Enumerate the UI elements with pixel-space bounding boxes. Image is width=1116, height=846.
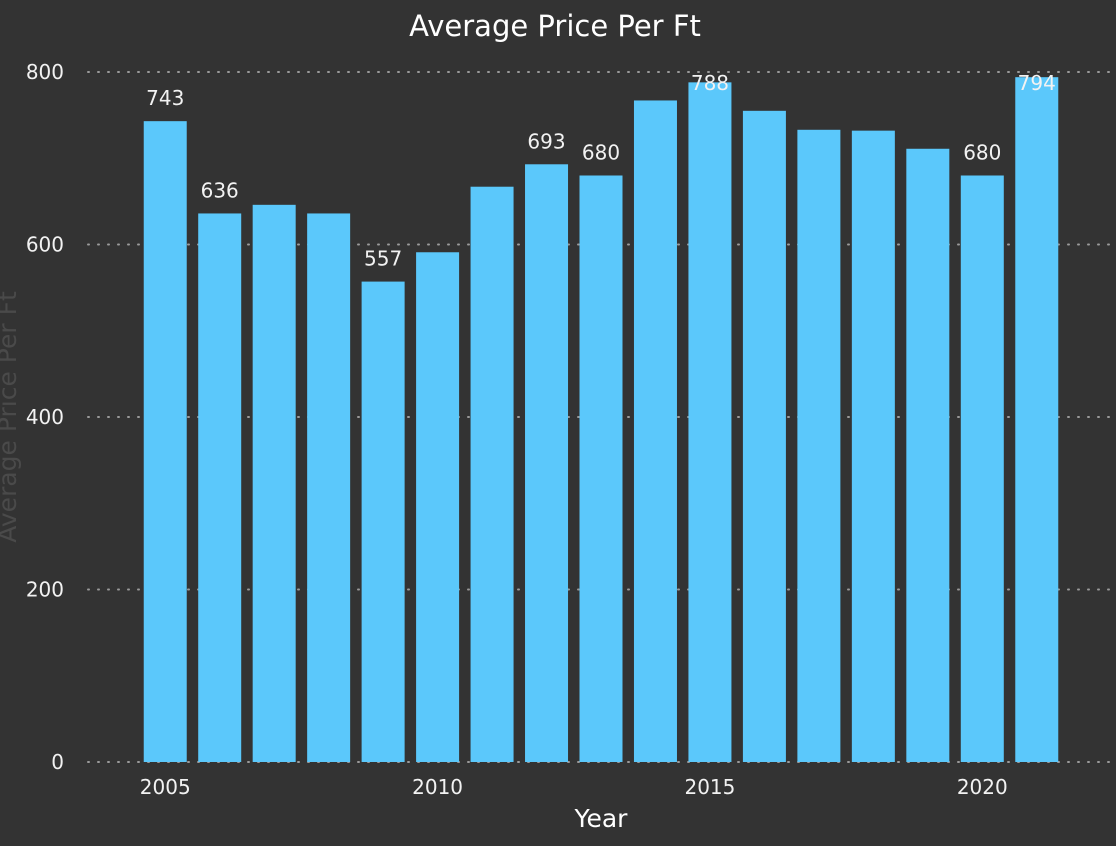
y-tick-label: 800 <box>26 60 64 84</box>
y-tick-label: 400 <box>26 405 64 429</box>
bar <box>633 100 677 762</box>
bar <box>361 281 405 762</box>
bar <box>742 110 786 762</box>
bar <box>960 175 1004 762</box>
bar <box>688 82 732 763</box>
bar <box>797 129 841 763</box>
data-label: 636 <box>201 178 239 202</box>
data-label: 788 <box>691 71 729 95</box>
y-tick-label: 200 <box>26 578 64 602</box>
data-label: 680 <box>582 141 620 165</box>
bar <box>307 213 351 762</box>
data-label: 693 <box>527 129 565 153</box>
x-tick-label: 2010 <box>412 775 463 799</box>
chart-title: Average Price Per Ft <box>409 9 701 43</box>
x-tick-label: 2005 <box>140 775 191 799</box>
bar <box>906 148 950 762</box>
bar <box>143 121 187 763</box>
bar <box>416 252 460 762</box>
y-tick-label: 600 <box>26 233 64 257</box>
y-axis-ticks: 0 200 400 600 800 <box>26 60 64 774</box>
data-label: 557 <box>364 247 402 271</box>
data-label: 743 <box>146 86 184 110</box>
x-axis-title: Year <box>574 804 629 833</box>
y-axis-title: Average Price Per Ft <box>0 291 22 543</box>
x-tick-label: 2020 <box>957 775 1008 799</box>
bar <box>525 164 569 763</box>
data-label: 680 <box>963 141 1001 165</box>
bar <box>851 130 895 762</box>
bars <box>143 77 1059 763</box>
bar <box>252 204 296 762</box>
y-tick-label: 0 <box>51 750 64 774</box>
x-axis-ticks: 2005 2010 2015 2020 <box>140 775 1008 799</box>
x-tick-label: 2015 <box>684 775 735 799</box>
bar <box>579 175 623 762</box>
data-labels: 743 636 557 693 680 788 680 794 <box>146 71 1056 271</box>
bar <box>470 186 514 762</box>
data-label: 794 <box>1018 71 1056 95</box>
bar <box>1015 77 1059 763</box>
bar <box>198 213 242 762</box>
